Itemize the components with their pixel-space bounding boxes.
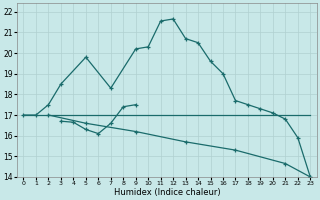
X-axis label: Humidex (Indice chaleur): Humidex (Indice chaleur) [114,188,220,197]
